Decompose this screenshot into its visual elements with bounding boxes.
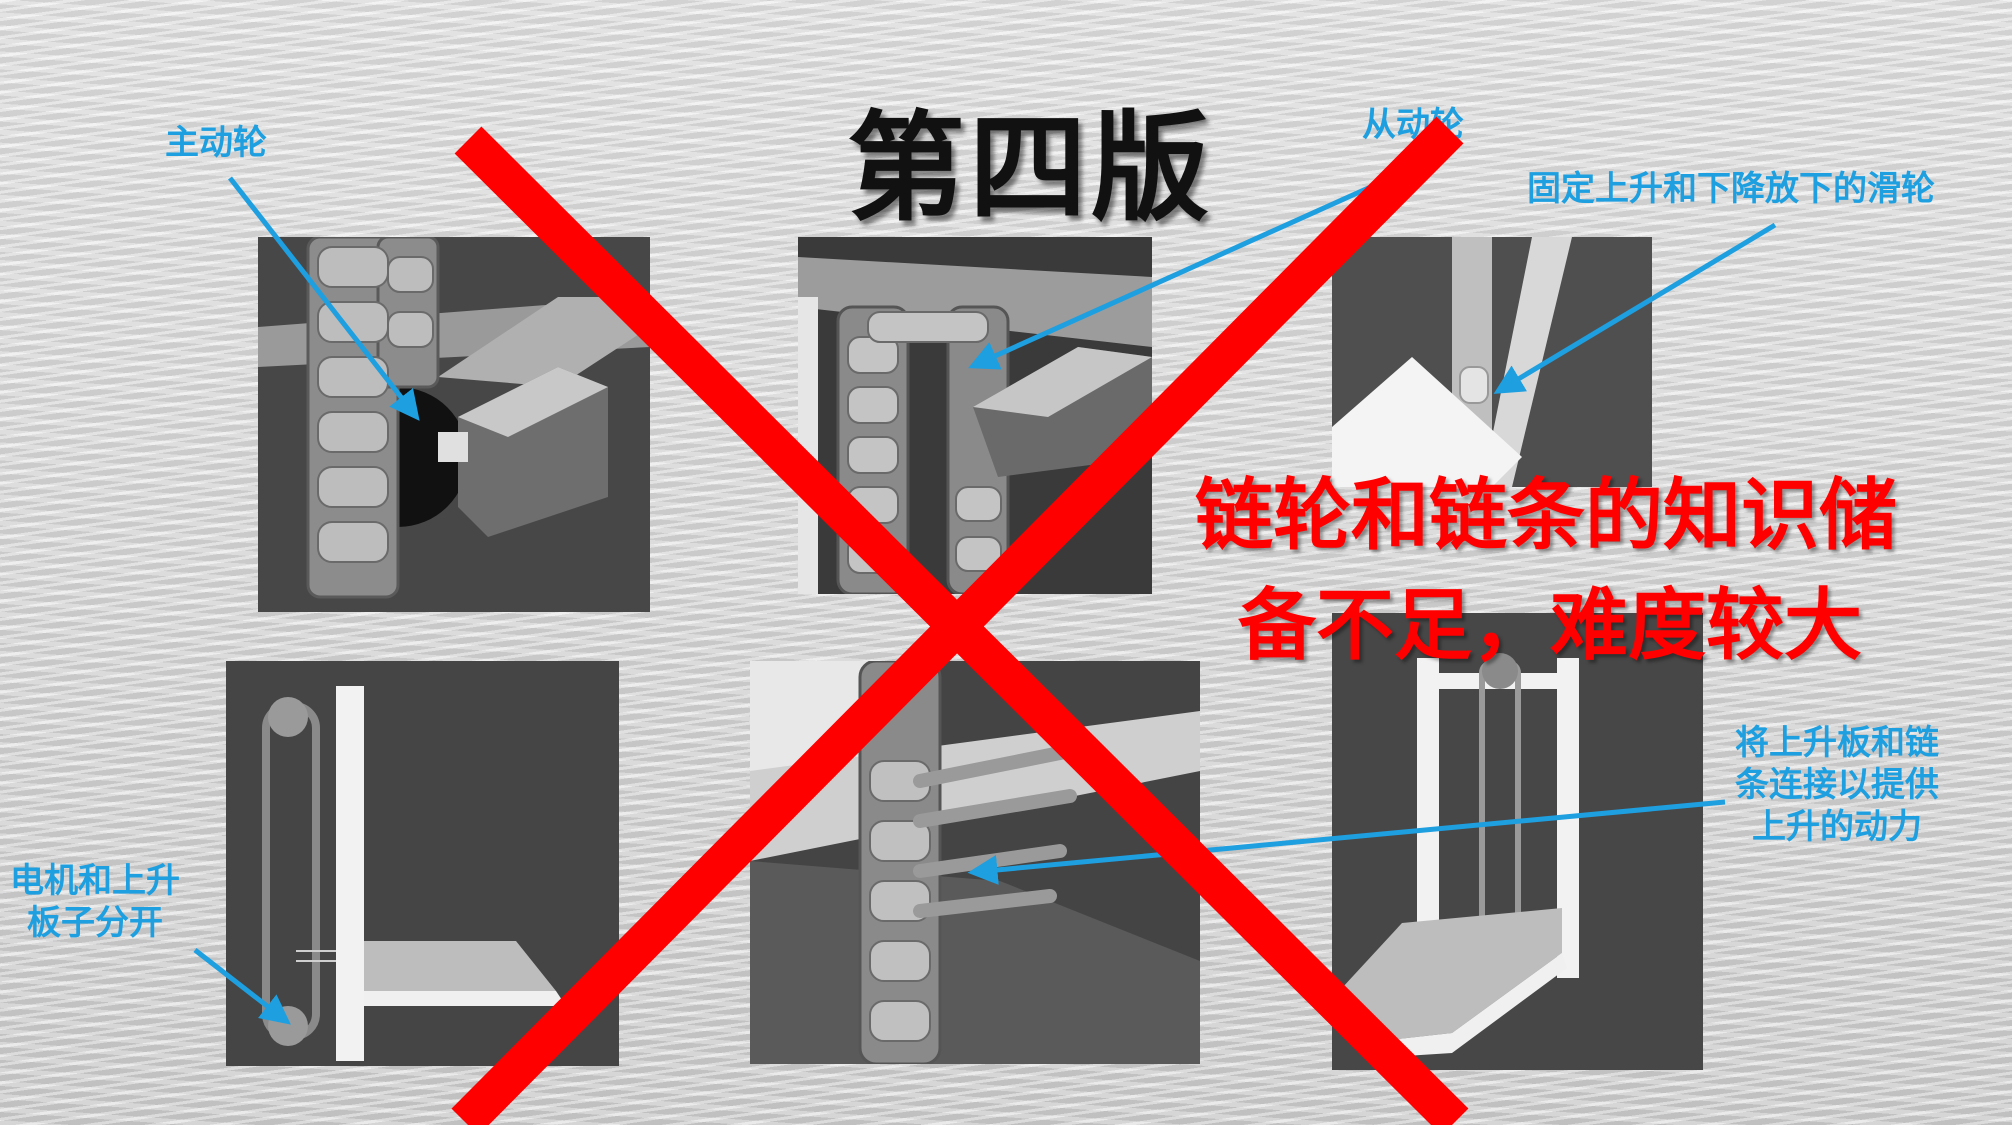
label-driven-wheel: 从动轮 — [1362, 105, 1464, 145]
label-driving-wheel: 主动轮 — [165, 123, 267, 163]
image-motor-separate — [226, 661, 619, 1066]
label-fixed-pulley: 固定上升和下降放下的滑轮 — [1527, 169, 1935, 209]
label-chain-connection-line3: 上升的动力 — [1752, 807, 1922, 847]
image-fixed-pulley — [1332, 237, 1652, 487]
verdict-line-2: 备不足，难度较大 — [1238, 581, 1863, 671]
label-motor-separate: 电机和上升 板子分开 — [10, 860, 180, 944]
image-driving-sprocket — [258, 237, 650, 612]
slide-title: 第四版 — [846, 99, 1213, 237]
label-chain-connection: 将上升板和链 条连接以提供 上升的动力 — [1735, 722, 1939, 848]
label-motor-separate-line1: 电机和上升 — [10, 861, 180, 901]
verdict-line-1: 链轮和链条的知识储 — [1195, 471, 1898, 561]
label-chain-connection-line1: 将上升板和链 — [1735, 723, 1939, 763]
label-motor-separate-line2: 板子分开 — [27, 903, 163, 943]
label-chain-connection-line2: 条连接以提供 — [1735, 765, 1939, 805]
image-chain-connection — [750, 661, 1200, 1064]
image-full-assembly — [1332, 613, 1703, 1070]
image-driven-sprocket — [798, 237, 1152, 594]
